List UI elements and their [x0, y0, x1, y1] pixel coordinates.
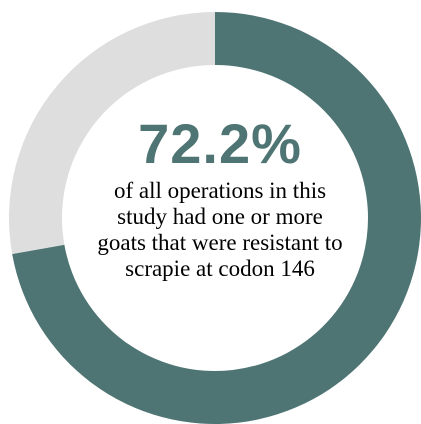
donut-slices — [8, 12, 421, 424]
center-label: 72.2% of all operations in this study ha… — [90, 112, 350, 282]
donut-slice-remainder — [8, 12, 215, 255]
caption-text: of all operations in this study had one … — [97, 178, 343, 281]
big-percentage-value: 72.2% — [138, 112, 302, 175]
